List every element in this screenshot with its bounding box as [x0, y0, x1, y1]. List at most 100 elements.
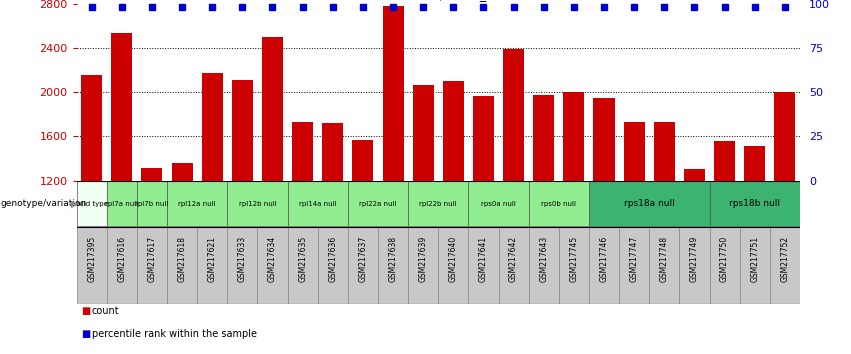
Bar [408, 227, 438, 304]
Text: GSM217635: GSM217635 [298, 236, 307, 282]
Bar [770, 227, 800, 304]
Text: GSM217641: GSM217641 [479, 236, 488, 282]
Bar [227, 227, 257, 304]
Bar [111, 33, 133, 313]
Bar [197, 227, 227, 304]
Bar [468, 182, 528, 225]
Bar [262, 37, 283, 313]
Bar [231, 80, 253, 313]
Text: GSM217750: GSM217750 [720, 236, 729, 282]
Bar [589, 182, 710, 225]
Bar [684, 170, 705, 313]
Bar [714, 141, 735, 313]
Text: rpl12a null: rpl12a null [179, 201, 216, 206]
Text: GSM217747: GSM217747 [630, 236, 638, 282]
Text: count: count [92, 306, 119, 316]
Text: GSM217751: GSM217751 [751, 236, 759, 282]
Bar [137, 182, 167, 225]
Text: percentile rank within the sample: percentile rank within the sample [92, 329, 257, 339]
Text: rps0b null: rps0b null [541, 201, 576, 206]
Bar [443, 81, 464, 313]
Bar [710, 182, 800, 225]
Bar [468, 227, 499, 304]
Bar [167, 182, 227, 225]
Text: GSM217636: GSM217636 [328, 236, 337, 282]
Bar [774, 92, 796, 313]
Bar [141, 169, 163, 313]
Text: GSM217642: GSM217642 [509, 236, 518, 282]
Text: GSM217616: GSM217616 [117, 236, 126, 282]
Text: rpl12b null: rpl12b null [238, 201, 277, 206]
Text: ▶: ▶ [71, 199, 78, 209]
Bar [710, 227, 740, 304]
Text: rpl7b null: rpl7b null [135, 201, 168, 206]
Title: GDS3061 / 4869_at: GDS3061 / 4869_at [377, 0, 500, 1]
Bar [106, 227, 137, 304]
Bar [378, 227, 408, 304]
Text: GSM217749: GSM217749 [690, 236, 699, 282]
Text: GSM217637: GSM217637 [358, 236, 368, 282]
Bar [257, 227, 288, 304]
Text: rpl7a null: rpl7a null [106, 201, 139, 206]
Text: rps0a null: rps0a null [481, 201, 516, 206]
Text: genotype/variation: genotype/variation [1, 199, 87, 208]
Bar [473, 96, 494, 313]
Text: rpl14a null: rpl14a null [299, 201, 336, 206]
Bar [81, 75, 102, 313]
Bar [740, 227, 770, 304]
Bar [202, 73, 223, 313]
Bar [288, 182, 348, 225]
Bar [563, 92, 585, 313]
Text: GSM217745: GSM217745 [569, 236, 579, 282]
Text: GSM217640: GSM217640 [448, 236, 458, 282]
Bar [559, 227, 589, 304]
Text: GSM217746: GSM217746 [600, 236, 608, 282]
Text: GSM217618: GSM217618 [178, 236, 186, 282]
Text: GSM217639: GSM217639 [419, 236, 428, 282]
Text: ■: ■ [81, 329, 90, 339]
Bar [654, 122, 675, 313]
Bar [589, 227, 619, 304]
Bar [528, 227, 559, 304]
Bar [106, 182, 137, 225]
Bar [413, 85, 434, 313]
Text: rps18a null: rps18a null [624, 199, 675, 208]
Text: rpl22a null: rpl22a null [359, 201, 397, 206]
Text: GSM217633: GSM217633 [238, 236, 247, 282]
Text: GSM217748: GSM217748 [660, 236, 669, 282]
Bar [593, 98, 614, 313]
Bar [624, 122, 645, 313]
Bar [292, 122, 313, 313]
Bar [323, 123, 343, 313]
Bar [528, 182, 589, 225]
Text: rps18b null: rps18b null [729, 199, 780, 208]
Text: GSM217634: GSM217634 [268, 236, 277, 282]
Bar [317, 227, 348, 304]
Bar [288, 227, 317, 304]
Bar [438, 227, 468, 304]
Bar [499, 227, 528, 304]
Text: rpl22b null: rpl22b null [420, 201, 457, 206]
Bar [382, 6, 403, 313]
Bar [77, 227, 106, 304]
Bar [408, 182, 468, 225]
Bar [352, 139, 374, 313]
Bar [348, 182, 408, 225]
Text: wild type: wild type [76, 201, 107, 206]
Bar [227, 182, 288, 225]
Text: GSM217395: GSM217395 [87, 236, 96, 282]
Text: GSM217617: GSM217617 [147, 236, 157, 282]
Bar [679, 227, 710, 304]
Text: GSM217621: GSM217621 [208, 236, 217, 282]
Text: GSM217643: GSM217643 [540, 236, 548, 282]
Bar [649, 227, 679, 304]
Text: GSM217638: GSM217638 [389, 236, 397, 282]
Bar [619, 227, 649, 304]
Bar [503, 49, 524, 313]
Bar [348, 227, 378, 304]
Bar [744, 146, 765, 313]
Bar [167, 227, 197, 304]
Text: GSM217752: GSM217752 [780, 236, 790, 282]
Text: ■: ■ [81, 306, 90, 316]
Bar [172, 163, 192, 313]
